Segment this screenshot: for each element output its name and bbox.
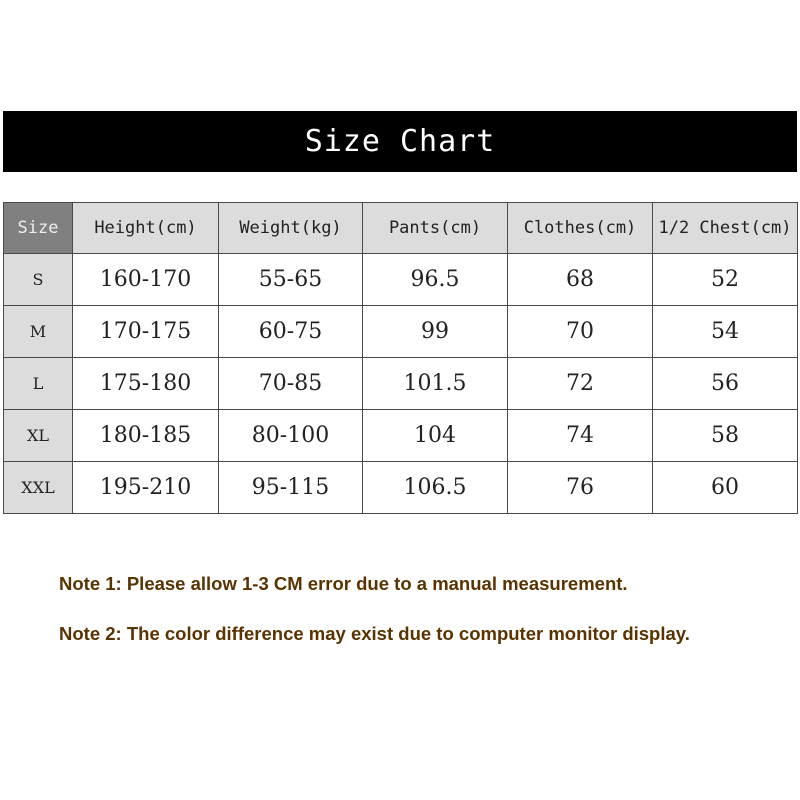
table-row: S 160-170 55-65 96.5 68 52 xyxy=(3,253,798,306)
note-1: Note 1: Please allow 1-3 CM error due to… xyxy=(59,573,628,594)
table-cell: 72 xyxy=(507,357,653,410)
table-cell: 195-210 xyxy=(72,461,219,514)
table-cell: 95-115 xyxy=(218,461,363,514)
table-cell: 70 xyxy=(507,305,653,358)
table-cell: 101.5 xyxy=(362,357,508,410)
column-header: Weight(kg) xyxy=(218,202,363,254)
size-chart-table: Size Height(cm) Weight(kg) Pants(cm) Clothes… xyxy=(3,202,798,514)
column-header: 1/2 Chest(cm) xyxy=(652,202,798,254)
table-cell: 55-65 xyxy=(218,253,363,306)
table-cell: 58 xyxy=(652,409,798,462)
column-header: Size xyxy=(3,202,73,254)
title-bar: Size Chart xyxy=(3,111,797,172)
size-label: S xyxy=(3,253,73,306)
table-cell: 80-100 xyxy=(218,409,363,462)
table-cell: 170-175 xyxy=(72,305,219,358)
size-label: XL xyxy=(3,409,73,462)
table-cell: 180-185 xyxy=(72,409,219,462)
size-label: L xyxy=(3,357,73,410)
note-2: Note 2: The color difference may exist d… xyxy=(59,623,690,644)
table-cell: 52 xyxy=(652,253,798,306)
table-row: XXL 195-210 95-115 106.5 76 60 xyxy=(3,461,798,514)
table-cell: 60-75 xyxy=(218,305,363,358)
size-label: XXL xyxy=(3,461,73,514)
table-row: M 170-175 60-75 99 70 54 xyxy=(3,305,798,358)
table-cell: 96.5 xyxy=(362,253,508,306)
table-cell: 54 xyxy=(652,305,798,358)
table-cell: 60 xyxy=(652,461,798,514)
table-cell: 56 xyxy=(652,357,798,410)
table-cell: 160-170 xyxy=(72,253,219,306)
header-row: Size Height(cm) Weight(kg) Pants(cm) Clothes… xyxy=(3,202,798,254)
table-row: L 175-180 70-85 101.5 72 56 xyxy=(3,357,798,410)
table-cell: 74 xyxy=(507,409,653,462)
table-cell: 70-85 xyxy=(218,357,363,410)
page-title: Size Chart xyxy=(304,124,496,159)
column-header: Height(cm) xyxy=(72,202,219,254)
table-cell: 175-180 xyxy=(72,357,219,410)
table-cell: 76 xyxy=(507,461,653,514)
table-cell: 104 xyxy=(362,409,508,462)
table-cell: 99 xyxy=(362,305,508,358)
table-cell: 106.5 xyxy=(362,461,508,514)
table-cell: 68 xyxy=(507,253,653,306)
column-header: Clothes(cm) xyxy=(507,202,653,254)
table-row: XL 180-185 80-100 104 74 58 xyxy=(3,409,798,462)
size-label: M xyxy=(3,305,73,358)
column-header: Pants(cm) xyxy=(362,202,508,254)
